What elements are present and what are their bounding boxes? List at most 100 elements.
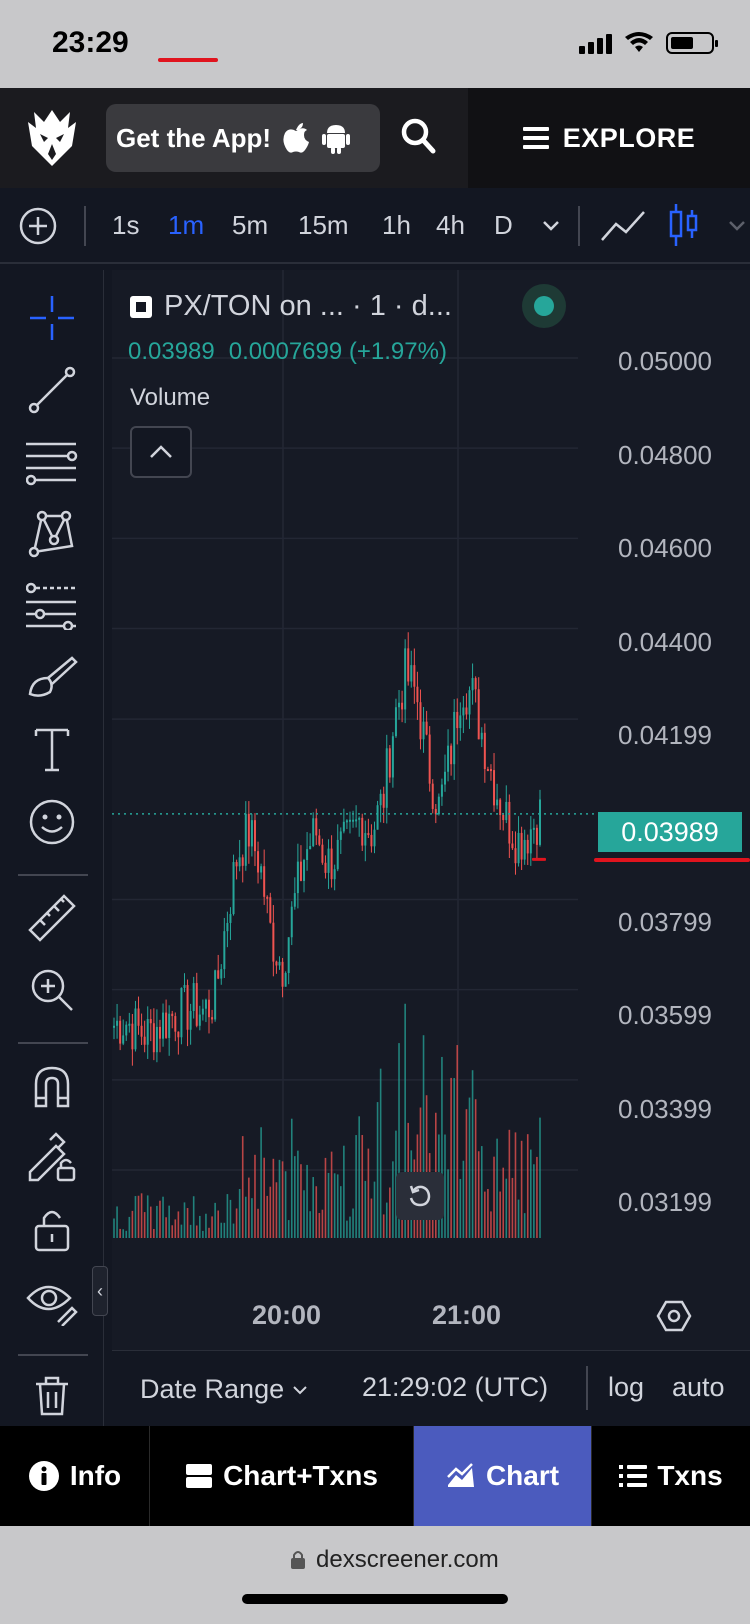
fib-tool[interactable] [24,434,80,490]
candle-body [370,834,373,847]
volume-bar [333,1173,336,1238]
chevron-down-icon[interactable] [542,220,560,232]
timeframe-d[interactable]: D [494,210,513,240]
candle-body [382,793,385,808]
tab-info[interactable]: Info [0,1426,150,1526]
crosshair-tool[interactable] [24,290,80,346]
get-app-button[interactable]: Get the App! [106,104,380,172]
candle-body [339,831,342,840]
volume-bar [539,1117,541,1238]
volume-bar [226,1194,229,1238]
candle-body [489,769,492,772]
candle-body [327,848,330,873]
price-axis[interactable] [598,270,750,1280]
explore-button[interactable]: EXPLORE [468,88,750,188]
zoom-tool[interactable] [24,962,80,1018]
line-chart-icon[interactable] [600,206,646,246]
hide-drawings-tool[interactable] [24,1274,80,1330]
volume-bar [526,1134,529,1238]
volume-bar [496,1138,498,1238]
candle-body [499,799,502,815]
volume-bar [202,1230,204,1238]
legend-close: 0.03989 [128,338,215,365]
timeframe-1h[interactable]: 1h [382,210,411,240]
candle-body [235,862,238,867]
auto-scale-button[interactable]: auto [672,1372,725,1402]
toolbar-divider [18,874,88,876]
volume-bar [324,1157,327,1238]
trend-line-tool[interactable] [24,362,80,418]
candle-body [134,1008,137,1050]
remove-drawings-tool[interactable] [24,1366,80,1422]
candle-body [385,748,388,808]
volume-bar [352,1208,354,1238]
pattern-tool[interactable] [24,506,80,562]
tab-chart[interactable]: Chart [414,1426,592,1526]
volume-bar [128,1216,131,1238]
volume-bar [153,1228,155,1238]
candle-body [511,843,514,849]
volume-bar [490,1211,492,1238]
candle-body [471,678,474,691]
volume-bar [156,1205,158,1238]
volume-bar [214,1202,216,1238]
candle-body [453,711,456,765]
tab-txns[interactable]: Txns [592,1426,750,1526]
timeframe-1m[interactable]: 1m [168,210,205,240]
candle-body [192,983,195,1012]
candle-body [198,1014,201,1026]
date-range-button[interactable]: Date Range [140,1374,308,1405]
candle-body [477,689,480,740]
dexscreener-logo[interactable] [26,108,78,168]
price-tick: 0.04600 [618,533,712,563]
volume-bar [275,1182,278,1238]
candle-body [437,796,440,815]
timeframe-1s[interactable]: 1s [112,210,140,240]
volume-bar [487,1189,489,1238]
pattern-icon [28,510,74,558]
chevron-down-icon[interactable] [728,220,746,232]
lock-all-tool[interactable] [24,1202,80,1258]
volume-bar [217,1210,220,1238]
eye-icon [26,1285,78,1326]
add-indicator-icon[interactable] [18,206,58,246]
search-icon[interactable] [398,114,438,158]
tab-chart-txns[interactable]: Chart+Txns [150,1426,414,1526]
info-icon [28,1461,59,1491]
brush-tool[interactable] [24,650,80,706]
chart-settings-icon[interactable] [656,1298,692,1334]
symbol-legend[interactable]: PX/TON on ... · 1 · d... [130,290,452,323]
candle-body [146,1019,149,1045]
timeframe-5m[interactable]: 5m [232,210,269,240]
collapse-legend-button[interactable] [130,426,192,478]
candle-body [125,1024,128,1036]
candle-body [348,819,351,822]
log-scale-button[interactable]: log [608,1372,645,1402]
emoji-tool[interactable] [24,794,80,850]
collapse-toolbar-button[interactable]: ‹ [92,1266,108,1316]
candle-body [483,732,486,770]
price-chart[interactable] [112,270,598,1280]
candle-body [462,707,465,716]
volume-bar [315,1186,318,1238]
candle-body [195,983,198,1026]
reset-chart-button[interactable] [396,1172,444,1220]
magnet-tool[interactable] [24,1058,80,1114]
volume-bar [119,1228,121,1238]
volume-bar [241,1136,244,1238]
url-display[interactable]: dexscreener.com [290,1546,499,1574]
candlestick-icon[interactable] [668,202,700,248]
candle-body [532,827,535,830]
candle-body [275,961,278,966]
volume-bar [131,1210,134,1238]
volume-bar [177,1211,180,1238]
timeframe-4h[interactable]: 4h [436,210,465,240]
prediction-tool[interactable] [24,578,80,634]
measure-tool[interactable] [24,890,80,946]
volume-bar [192,1196,195,1238]
lock-drawing-tool[interactable] [24,1130,80,1186]
volume-bar [300,1164,302,1238]
timeframe-15m[interactable]: 15m [298,210,349,240]
text-tool[interactable] [24,722,80,778]
candle-body [474,678,477,690]
